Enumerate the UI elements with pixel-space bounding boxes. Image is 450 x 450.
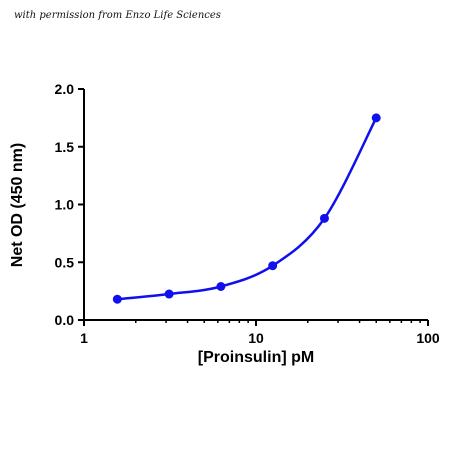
y-tick-label: 2.0 — [55, 81, 75, 97]
y-tick-label: 0.5 — [55, 254, 75, 270]
y-tick-label: 1.5 — [55, 139, 75, 155]
data-point — [371, 113, 381, 123]
data-point — [216, 282, 226, 292]
x-axis-title: [Proinsulin] pM — [198, 349, 314, 366]
credit-text: with permission from Enzo Life Sciences — [14, 10, 221, 21]
x-tick-label: 1 — [80, 330, 88, 346]
y-tick-label: 1.0 — [55, 197, 75, 213]
y-tick-label: 0.0 — [55, 312, 75, 328]
data-point — [268, 261, 278, 271]
x-ticks: 1 10 100 — [80, 320, 440, 346]
data-point — [319, 213, 329, 223]
data-point — [112, 294, 122, 304]
x-tick-label: 10 — [248, 330, 264, 346]
data-point — [164, 289, 174, 299]
fit-curve — [116, 116, 378, 301]
y-axis-title: Net OD (450 nm) — [9, 143, 26, 267]
x-axis: 1 10 100 [Proinsulin] pM — [80, 319, 440, 366]
y-ticks: 0.0 0.5 1.0 1.5 2.0 — [55, 81, 84, 328]
y-axis: 0.0 0.5 1.0 1.5 2.0 Net OD (450 nm) — [9, 81, 85, 328]
x-tick-label: 100 — [416, 330, 440, 346]
plot-area — [112, 113, 381, 304]
